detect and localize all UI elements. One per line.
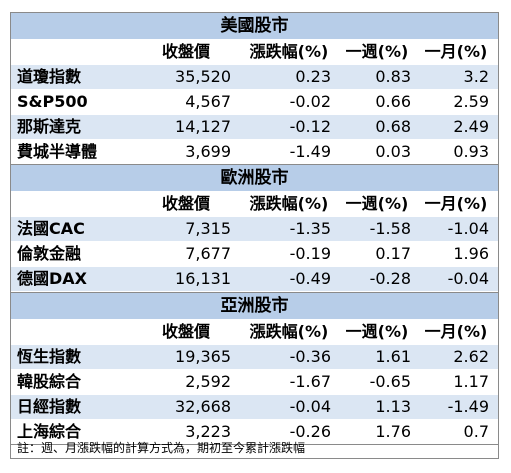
- close-value: 3,223: [185, 422, 231, 441]
- table-row: 倫敦金融 7,677 -0.19 0.17 1.96: [11, 242, 498, 266]
- week-value: 0.03: [375, 142, 411, 161]
- index-name: 那斯達克: [17, 117, 82, 136]
- week-value: 0.17: [375, 244, 411, 263]
- close-value: 3,699: [185, 142, 231, 161]
- week-value: -1.58: [369, 219, 411, 238]
- col-week-header: 一週(%): [345, 42, 409, 61]
- change-value: -0.04: [289, 397, 331, 416]
- change-value: -0.49: [289, 269, 331, 288]
- col-change-header: 漲跌幅(%): [249, 42, 329, 61]
- table-row: 上海綜合 3,223 -0.26 1.76 0.7: [11, 420, 498, 444]
- table-row: 費城半導體 3,699 -1.49 0.03 0.93: [11, 140, 498, 164]
- change-value: 0.23: [295, 67, 331, 86]
- month-value: 0.7: [463, 422, 489, 441]
- market-table: 美國股市 收盤價 漲跌幅(%) 一週(%) 一月(%) 道瓊指數 35,520 …: [10, 12, 499, 459]
- index-name: S&P500: [17, 92, 88, 111]
- month-value: -1.49: [447, 397, 489, 416]
- close-value: 2,592: [185, 372, 231, 391]
- index-name: 道瓊指數: [17, 67, 82, 86]
- section-divider: [11, 292, 498, 293]
- month-value: 2.49: [453, 117, 489, 136]
- month-value: 2.62: [453, 347, 489, 366]
- change-value: -1.67: [289, 372, 331, 391]
- week-value: -0.28: [369, 269, 411, 288]
- col-month-header: 一月(%): [424, 194, 488, 213]
- change-value: -0.36: [289, 347, 331, 366]
- column-header-row: 收盤價 漲跌幅(%) 一週(%) 一月(%): [11, 320, 498, 344]
- week-value: 0.66: [375, 92, 411, 111]
- month-value: 3.2: [463, 67, 489, 86]
- index-name: 上海綜合: [17, 422, 82, 441]
- col-change-header: 漲跌幅(%): [249, 322, 329, 341]
- section-title-europe: 歐洲股市: [11, 165, 498, 191]
- table-row: 恆生指數 19,365 -0.36 1.61 2.62: [11, 345, 498, 369]
- column-header-row: 收盤價 漲跌幅(%) 一週(%) 一月(%): [11, 40, 498, 64]
- index-name: 法國CAC: [17, 219, 85, 238]
- index-name: 德國DAX: [17, 269, 88, 288]
- col-month-header: 一月(%): [424, 42, 488, 61]
- col-change-header: 漲跌幅(%): [249, 194, 329, 213]
- table-row: 法國CAC 7,315 -1.35 -1.58 -1.04: [11, 217, 498, 241]
- change-value: -0.02: [289, 92, 331, 111]
- close-value: 32,668: [175, 397, 231, 416]
- week-value: 1.13: [375, 397, 411, 416]
- close-value: 35,520: [175, 67, 231, 86]
- index-name: 恆生指數: [17, 347, 82, 366]
- month-value: 1.17: [453, 372, 489, 391]
- change-value: -1.35: [289, 219, 331, 238]
- table-row: 那斯達克 14,127 -0.12 0.68 2.49: [11, 115, 498, 139]
- col-week-header: 一週(%): [345, 322, 409, 341]
- table-row: 韓股綜合 2,592 -1.67 -0.65 1.17: [11, 370, 498, 394]
- week-value: -0.65: [369, 372, 411, 391]
- table-row: S&P500 4,567 -0.02 0.66 2.59: [11, 90, 498, 114]
- footnote: 註：週、月漲跌幅的計算方式為，期初至今累計漲跌幅: [17, 441, 306, 455]
- table-row: 德國DAX 16,131 -0.49 -0.28 -0.04: [11, 267, 498, 291]
- close-value: 7,677: [185, 244, 231, 263]
- col-close-header: 收盤價: [161, 194, 210, 213]
- close-value: 19,365: [175, 347, 231, 366]
- index-name: 費城半導體: [17, 142, 98, 161]
- month-value: 2.59: [453, 92, 489, 111]
- week-value: 1.76: [375, 422, 411, 441]
- change-value: -0.26: [289, 422, 331, 441]
- close-value: 14,127: [175, 117, 231, 136]
- week-value: 0.83: [375, 67, 411, 86]
- month-value: 1.96: [453, 244, 489, 263]
- table-row: 日經指數 32,668 -0.04 1.13 -1.49: [11, 395, 498, 419]
- week-value: 0.68: [375, 117, 411, 136]
- index-name: 倫敦金融: [17, 244, 82, 263]
- col-week-header: 一週(%): [345, 194, 409, 213]
- column-header-row: 收盤價 漲跌幅(%) 一週(%) 一月(%): [11, 192, 498, 216]
- close-value: 4,567: [185, 92, 231, 111]
- col-close-header: 收盤價: [161, 42, 210, 61]
- note-divider: [11, 444, 498, 445]
- month-value: -1.04: [447, 219, 489, 238]
- col-month-header: 一月(%): [424, 322, 488, 341]
- col-close-header: 收盤價: [161, 322, 210, 341]
- close-value: 7,315: [185, 219, 231, 238]
- section-title-us: 美國股市: [11, 13, 498, 39]
- change-value: -1.49: [289, 142, 331, 161]
- change-value: -0.12: [289, 117, 331, 136]
- close-value: 16,131: [175, 269, 231, 288]
- section-title-asia: 亞洲股市: [11, 293, 498, 319]
- month-value: 0.93: [453, 142, 489, 161]
- index-name: 韓股綜合: [17, 372, 82, 391]
- section-divider: [11, 164, 498, 165]
- month-value: -0.04: [447, 269, 489, 288]
- table-row: 道瓊指數 35,520 0.23 0.83 3.2: [11, 65, 498, 89]
- index-name: 日經指數: [17, 397, 82, 416]
- week-value: 1.61: [375, 347, 411, 366]
- change-value: -0.19: [289, 244, 331, 263]
